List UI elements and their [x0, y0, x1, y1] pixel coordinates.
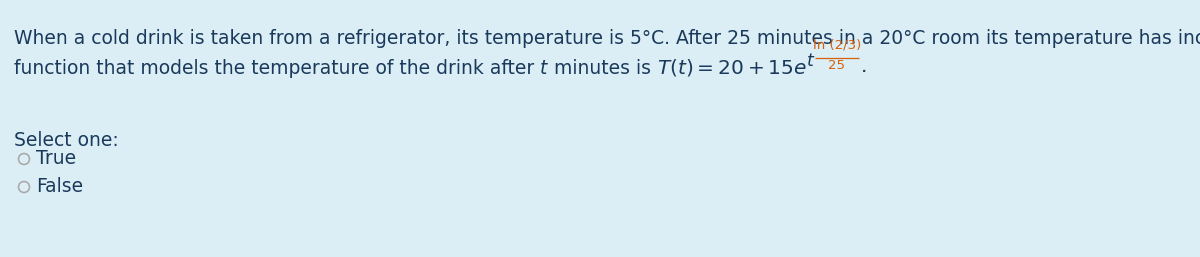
Text: True: True: [36, 150, 76, 169]
Text: $t$: $t$: [805, 52, 815, 70]
Text: False: False: [36, 178, 83, 197]
Text: t: t: [540, 59, 547, 78]
Text: Select one:: Select one:: [14, 131, 119, 150]
Text: $T(t) = 20 + 15e$: $T(t) = 20 + 15e$: [656, 57, 806, 78]
Text: When a cold drink is taken from a refrigerator, its temperature is 5°C. After 25: When a cold drink is taken from a refrig…: [14, 29, 1200, 48]
Text: minutes is: minutes is: [547, 59, 656, 78]
Text: 25: 25: [828, 59, 846, 72]
Text: ln (2/3): ln (2/3): [812, 38, 862, 51]
Text: .: .: [860, 57, 868, 76]
Text: function that models the temperature of the drink after: function that models the temperature of …: [14, 59, 540, 78]
